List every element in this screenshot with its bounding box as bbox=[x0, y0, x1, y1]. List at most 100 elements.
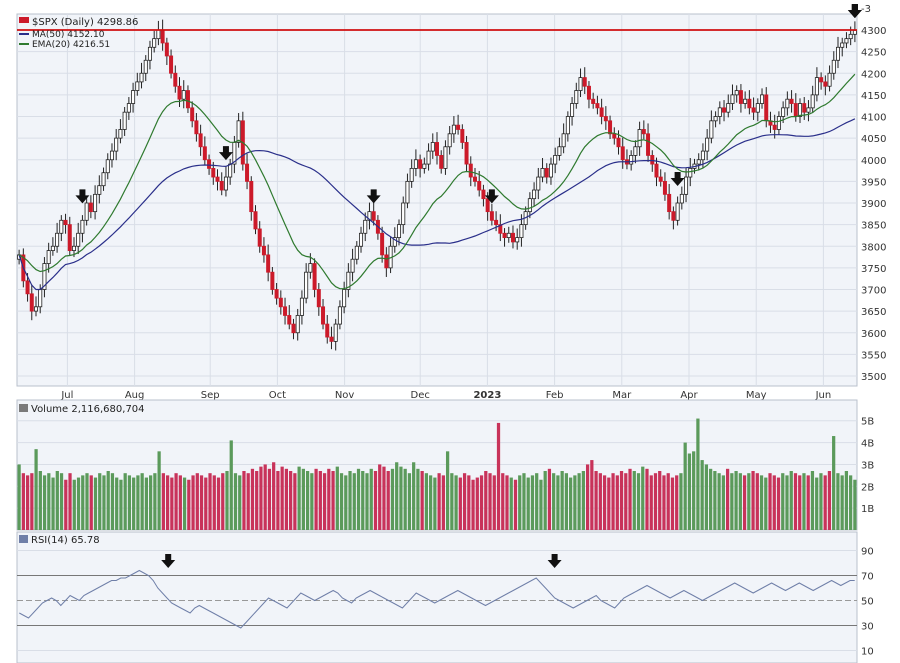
candle-body bbox=[840, 42, 845, 48]
candle-body bbox=[88, 202, 93, 213]
volume-bar bbox=[751, 471, 755, 530]
volume-bar bbox=[641, 466, 645, 530]
volume-bar bbox=[289, 471, 293, 530]
candle-body bbox=[515, 237, 520, 243]
candle-body bbox=[122, 111, 127, 130]
down-arrow-marker bbox=[670, 172, 685, 187]
candle-body bbox=[304, 271, 309, 299]
candle-body bbox=[527, 198, 532, 213]
candle-body bbox=[143, 59, 148, 74]
candle-body bbox=[743, 98, 748, 104]
volume-bar bbox=[717, 473, 721, 530]
volume-bar bbox=[182, 477, 187, 530]
price-y-tick: 3550 bbox=[861, 350, 886, 361]
volume-bar bbox=[611, 473, 615, 530]
candle-body bbox=[502, 232, 507, 238]
volume-bar bbox=[420, 471, 424, 530]
volume-y-tick: 2B bbox=[861, 482, 874, 493]
volume-bar bbox=[543, 471, 547, 530]
candle-body bbox=[84, 202, 89, 221]
volume-bar bbox=[539, 479, 543, 530]
volume-bar bbox=[581, 471, 585, 530]
volume-bar bbox=[225, 471, 229, 530]
candle-body bbox=[46, 250, 51, 264]
volume-bars bbox=[17, 418, 857, 530]
volume-bar bbox=[530, 475, 535, 530]
price-y-tick: 3750 bbox=[861, 264, 886, 275]
candle-body bbox=[434, 142, 439, 156]
candle-body bbox=[582, 77, 587, 87]
volume-bar bbox=[505, 475, 509, 530]
volume-y-tick: 3B bbox=[861, 460, 874, 471]
candle-body bbox=[616, 137, 621, 148]
volume-bar bbox=[687, 453, 692, 530]
volume-bar bbox=[645, 468, 649, 530]
candle-body bbox=[71, 245, 76, 251]
volume-bar bbox=[577, 473, 581, 530]
volume-bar bbox=[692, 451, 696, 530]
volume-bar bbox=[212, 475, 216, 530]
candle-body bbox=[152, 38, 157, 48]
volume-bar bbox=[624, 473, 628, 530]
volume-bar bbox=[484, 471, 488, 530]
rsi-arrow-marker bbox=[161, 554, 176, 568]
candle-body bbox=[844, 38, 849, 44]
price-panel: 4300 4250 4200 4150 4100 4050 4000 3950 3900 3850… bbox=[16, 4, 886, 387]
candle-body bbox=[608, 120, 613, 135]
volume-bar bbox=[59, 473, 64, 530]
candle-body bbox=[169, 55, 174, 74]
volume-bar bbox=[221, 473, 225, 530]
volume-bar bbox=[335, 466, 339, 530]
rsi-y-tick: 90 bbox=[861, 547, 874, 558]
candle-body bbox=[223, 176, 228, 191]
volume-bar bbox=[195, 473, 199, 530]
candle-body bbox=[371, 211, 376, 221]
volume-bar bbox=[216, 477, 221, 530]
volume-bar bbox=[310, 473, 314, 530]
volume-bar bbox=[632, 471, 636, 530]
candle-body bbox=[160, 29, 165, 44]
down-arrow-marker bbox=[484, 189, 499, 204]
volume-bar bbox=[454, 475, 458, 530]
volume-bar bbox=[110, 473, 115, 530]
candle-body bbox=[114, 137, 119, 152]
volume-bar bbox=[662, 475, 666, 530]
volume-bar bbox=[781, 473, 785, 530]
price-y-axis: 4300 4250 4200 4150 4100 4050 4000 3950 3900 3850… bbox=[861, 4, 886, 383]
candle-body bbox=[249, 180, 254, 213]
volume-bar bbox=[204, 477, 208, 530]
volume-bar bbox=[30, 473, 34, 530]
x-axis: Jul Aug Sep Oct Nov Dec 2023 Feb Mar Apr May Jun bbox=[60, 390, 831, 401]
candle-body bbox=[684, 176, 689, 195]
volume-legend: Volume 2,116,680,704 bbox=[31, 404, 145, 415]
price-y-tick: 4300 bbox=[861, 26, 886, 37]
volume-bar bbox=[496, 422, 501, 530]
rsi-y-tick: 10 bbox=[861, 647, 874, 658]
volume-bar bbox=[730, 473, 734, 530]
x-tick: Aug bbox=[125, 390, 145, 401]
volume-bar bbox=[424, 473, 429, 530]
candle-body bbox=[219, 180, 224, 191]
volume-bar bbox=[458, 477, 462, 530]
candle-body bbox=[798, 103, 803, 117]
candle-body bbox=[485, 198, 490, 213]
candle-body bbox=[612, 133, 617, 139]
x-tick: Jul bbox=[60, 390, 73, 401]
volume-bar bbox=[594, 471, 598, 530]
volume-bar bbox=[331, 471, 335, 530]
candle-body bbox=[350, 258, 355, 273]
candle-body bbox=[359, 232, 364, 247]
candle-body bbox=[468, 163, 473, 178]
candle-body bbox=[637, 129, 642, 148]
candle-body bbox=[591, 98, 596, 104]
volume-bar bbox=[344, 475, 348, 530]
price-y-tick: 3500 bbox=[861, 372, 886, 383]
volume-bar bbox=[68, 473, 72, 530]
candle-body bbox=[688, 167, 693, 178]
volume-bar bbox=[305, 471, 310, 530]
volume-bar bbox=[467, 475, 471, 530]
candle-body bbox=[730, 94, 735, 104]
volume-bar bbox=[590, 460, 594, 530]
volume-y-tick: 1B bbox=[861, 504, 874, 515]
volume-bar bbox=[395, 462, 399, 530]
